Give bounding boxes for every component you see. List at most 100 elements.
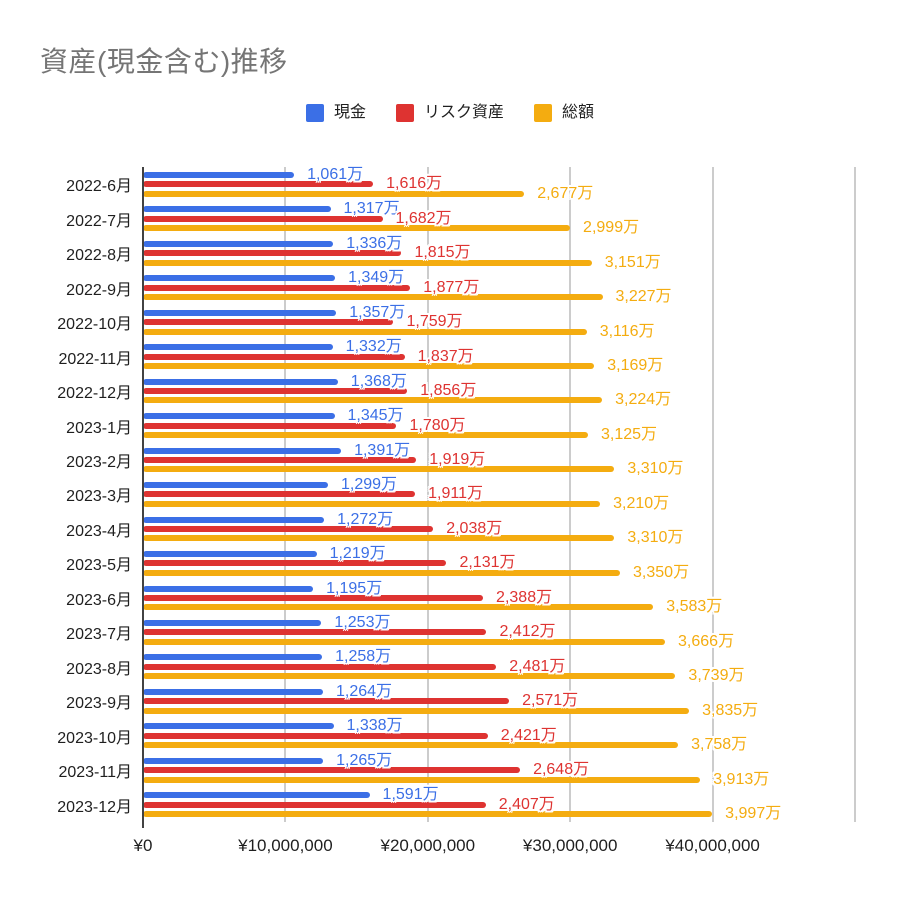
bar-cash [143,516,325,523]
bar-value-label-cash: 1,195万 [326,579,383,597]
bar-risk [143,250,402,257]
bar-value-label-cash: 1,219万 [329,545,386,563]
barline: 1,253万 [143,615,855,631]
bar-value-label-cash: 1,061万 [307,165,364,183]
bar-total [143,190,525,197]
bar-group-2023-12月: 1,591万 2,407万 3,997万 [143,787,855,823]
bar-total [143,225,571,232]
bar-value-label-risk: 2,648万 [533,761,590,779]
category-label: 2023-3月 [66,488,132,506]
barline: 1,299万 [143,477,855,493]
x-tick-label: ¥0 [133,836,153,855]
barline: 1,591万 [143,787,855,803]
gridline [854,167,856,822]
bar-cash [143,482,328,489]
barline: 2,407万 [143,796,855,812]
bar-value-label-cash: 1,349万 [348,269,405,287]
category-label: 2023-11月 [58,764,132,782]
bar-value-label-cash: 1,317万 [343,200,400,218]
barline: 1,345万 [143,408,855,424]
bar-risk [143,491,416,498]
x-tick-label: ¥40,000,000 [665,836,760,855]
bar-total [143,500,601,507]
bar-group-2023-8月: 1,258万 2,481万 3,739万 [143,648,855,684]
barline: 3,583万 [143,599,855,615]
bar-value-label-risk: 2,407万 [498,795,555,813]
legend-label-risk: リスク資産 [423,104,504,121]
barline: 1,357万 [143,304,855,320]
x-tick-label: ¥30,000,000 [522,836,618,855]
bar-cash [143,378,338,385]
category-label: 2022-7月 [66,212,132,230]
barline: 1,837万 [143,348,855,364]
barline: 1,219万 [143,546,855,562]
barline: 2,648万 [143,762,855,778]
bar-value-label-total: 3,997万 [725,805,782,823]
barline: 1,368万 [143,373,855,389]
bar-value-label-total: 3,758万 [691,736,748,754]
bar-value-label-cash: 1,391万 [354,441,411,459]
bar-risk [143,732,488,739]
bar-value-label-cash: 1,253万 [334,614,391,632]
bar-value-label-cash: 1,258万 [335,648,392,666]
barline: 2,421万 [143,727,855,743]
bar-value-label-risk: 1,780万 [409,416,466,434]
barline: 2,388万 [143,589,855,605]
bar-value-label-total: 3,125万 [601,425,658,443]
bar-group-2022-11月: 1,332万 1,837万 3,169万 [143,339,855,373]
barline: 2,677万 [143,185,855,201]
bar-risk [143,422,397,429]
bar-value-label-risk: 2,412万 [499,623,556,641]
barline: 2,038万 [143,520,855,536]
barline: 2,999万 [143,220,855,236]
barline: 1,877万 [143,279,855,295]
bar-value-label-risk: 1,877万 [423,278,480,296]
bar-cash [143,723,334,730]
bar-cash [143,688,323,695]
bar-cash [143,757,324,764]
legend-item-total[interactable]: 総額 [534,104,594,122]
barline: 3,224万 [143,392,855,408]
barline: 1,349万 [143,270,855,286]
bar-group-2022-10月: 1,357万 1,759万 3,116万 [143,304,855,339]
bar-risk [143,801,486,808]
bar-value-label-risk: 1,759万 [406,313,463,331]
bar-group-2022-7月: 1,317万 1,682万 2,999万 [143,200,855,236]
bar-value-label-risk: 2,131万 [459,554,516,572]
bar-value-label-risk: 1,837万 [417,347,474,365]
gridline [426,167,429,822]
bar-risk [143,215,383,222]
barline: 3,310万 [143,530,855,546]
bar-group-2022-12月: 1,368万 1,856万 3,224万 [143,373,855,408]
bar-group-2022-6月: 1,061万 1,616万 2,677万 [143,165,855,201]
barline: 3,210万 [143,495,855,511]
bar-cash [143,240,334,247]
bar-total [143,707,690,714]
category-label: 2022-12月 [57,385,132,403]
legend-swatch-risk [395,104,414,122]
bar-risk [143,353,405,360]
legend-item-cash[interactable]: 現金 [305,104,366,122]
barline: 3,739万 [143,668,855,684]
bar-total [143,328,587,335]
category-label: 2022-11月 [58,350,132,368]
legend: 現金 リスク資産 総額 [0,104,900,122]
bar-value-label-total: 3,224万 [615,391,672,409]
bar-risk [143,594,484,601]
bar-cash [143,413,335,420]
bar-total [143,776,701,783]
bar-total [143,569,621,576]
bar-total [143,294,603,301]
bar-cash [143,309,337,316]
bar-cash [143,344,333,351]
barline: 1,195万 [143,580,855,596]
bar-risk [143,457,417,464]
y-axis-line [142,167,144,828]
legend-item-risk[interactable]: リスク資産 [395,104,504,122]
barline: 1,391万 [143,442,855,458]
barline: 3,913万 [143,771,855,787]
bar-cash [143,585,314,592]
bar-value-label-cash: 1,368万 [350,372,407,390]
bar-risk [143,663,497,670]
category-label: 2023-6月 [66,591,132,609]
